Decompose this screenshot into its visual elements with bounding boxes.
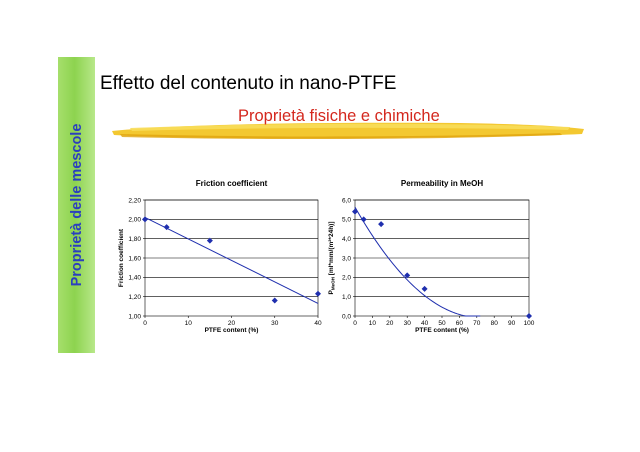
friction-title: Friction coefficient (196, 179, 268, 188)
friction-data-point (163, 224, 170, 231)
friction-y-tick-label: 1,80 (128, 236, 141, 243)
permeability-y-tick-label: 1,0 (342, 294, 351, 301)
permeability-y-axis-label-rest: [ml*mm/(m²*24h)] (328, 222, 335, 278)
friction-data-point (142, 216, 148, 223)
permeability-data-point (526, 313, 532, 319)
friction-x-tick-label: 30 (271, 320, 279, 327)
permeability-y-tick-label: 4,0 (342, 236, 351, 243)
permeability-x-tick-label: 0 (353, 320, 357, 327)
friction-y-tick-label: 1,60 (128, 255, 141, 262)
permeability-y-tick-label: 2,0 (342, 275, 351, 282)
friction-y-tick-label: 2,00 (128, 217, 141, 224)
friction-trendline (144, 216, 319, 304)
brush-stroke-shadow (120, 133, 562, 140)
permeability-data-point (360, 216, 367, 223)
permeability-x-tick-label: 90 (508, 320, 516, 327)
permeability-y-axis-label-sub: MeOH (331, 277, 336, 290)
friction-chart: Friction coefficient 1,00 1,20 1,40 1,60 1,80… (118, 179, 322, 334)
friction-y-tick-label: 1,40 (128, 275, 141, 282)
brush-stroke-highlight (130, 123, 570, 131)
side-bar: Proprietà delle mescole (58, 57, 95, 353)
permeability-x-tick-label: 100 (524, 320, 535, 327)
friction-data-point (315, 290, 321, 297)
friction-y-tick-label: 2,20 (128, 197, 141, 204)
permeability-x-tick-label: 10 (369, 320, 377, 327)
permeability-y-tick-label: 0,0 (342, 313, 351, 320)
friction-x-tick-label: 20 (228, 320, 236, 327)
brush-stroke (112, 122, 584, 140)
friction-y-tick-label: 1,00 (128, 313, 141, 320)
permeability-x-tick-label: 20 (386, 320, 394, 327)
friction-data-point (271, 297, 278, 304)
permeability-x-tick-label: 70 (473, 320, 481, 327)
friction-x-tick-label: 40 (314, 320, 322, 327)
friction-y-axis-label: Friction coefficient (118, 228, 125, 287)
permeability-x-tick-label: 50 (438, 320, 446, 327)
permeability-y-tick-label: 6,0 (342, 197, 351, 204)
friction-x-tick-label: 0 (143, 320, 147, 327)
permeability-x-tick-label: 80 (491, 320, 499, 327)
permeability-title: Permeability in MeOH (401, 179, 483, 188)
friction-data-point (206, 237, 213, 244)
permeability-x-tick-label: 60 (456, 320, 464, 327)
friction-y-tick-label: 1,20 (128, 294, 141, 301)
permeability-data-point (404, 272, 411, 279)
permeability-data-point (352, 208, 358, 215)
permeability-x-axis-label: PTFE content (%) (415, 327, 469, 334)
permeability-trendline (354, 206, 481, 317)
slide-title: Effetto del contenuto in nano-PTFE (100, 73, 397, 94)
permeability-y-axis-label: PMeOH [ml*mm/(m²*24h)] (328, 222, 336, 295)
permeability-y-axis-label-main: P (328, 289, 335, 294)
friction-x-axis-label: PTFE content (%) (205, 327, 259, 334)
slide-subtitle: Proprietà fisiche e chimiche (238, 107, 440, 125)
permeability-x-tick-label: 40 (421, 320, 429, 327)
permeability-x-tick-label: 30 (404, 320, 412, 327)
permeability-data-point (378, 221, 385, 228)
permeability-chart: Permeability in MeOH 0,0 1,0 2,0 3,0 4,0 5,0 6,… (328, 179, 535, 334)
friction-x-tick-label: 10 (185, 320, 193, 327)
permeability-y-tick-label: 5,0 (342, 217, 351, 224)
permeability-y-tick-label: 3,0 (342, 255, 351, 262)
permeability-data-point (421, 285, 428, 292)
